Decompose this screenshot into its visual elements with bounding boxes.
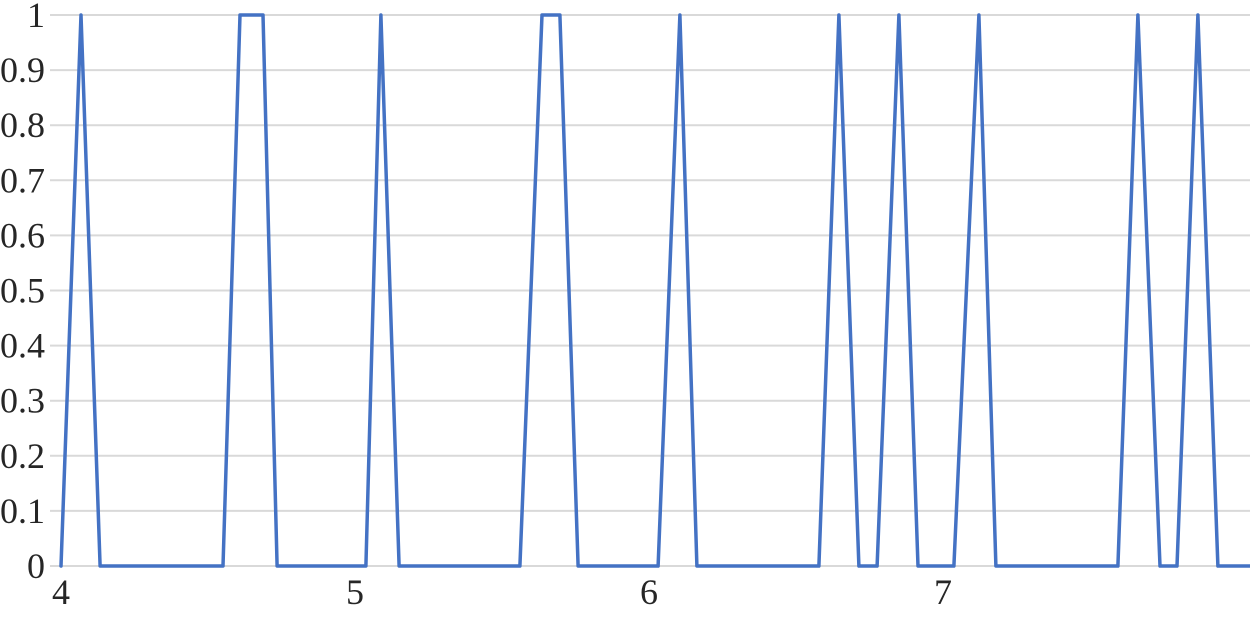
y-tick-label: 1	[27, 0, 45, 35]
y-tick-label: 0.3	[0, 381, 45, 421]
series-line-binary-pulse-signal	[59, 13, 1250, 568]
x-tick-label: 6	[640, 572, 658, 612]
x-axis-labels-group: 4 5 6 7	[52, 572, 952, 612]
x-tick-label: 5	[346, 572, 364, 612]
y-tick-label: 0.5	[0, 271, 45, 311]
y-tick-label: 0.2	[0, 436, 45, 476]
y-tick-label: 0.4	[0, 326, 45, 366]
y-axis-labels-group: 0 0.1 0.2 0.3 0.4 0.5 0.6 0.7 0.8 0.9 1	[0, 0, 45, 586]
y-tick-label: 0.1	[0, 491, 45, 531]
y-tick-label: 0	[27, 546, 45, 586]
y-tick-label: 0.6	[0, 215, 45, 255]
y-tick-label: 0.8	[0, 105, 45, 145]
x-tick-label: 4	[52, 572, 70, 612]
y-tick-label: 0.9	[0, 50, 45, 90]
y-tick-label: 0.7	[0, 160, 45, 200]
series-group	[59, 13, 1250, 568]
x-tick-label: 7	[934, 572, 952, 612]
